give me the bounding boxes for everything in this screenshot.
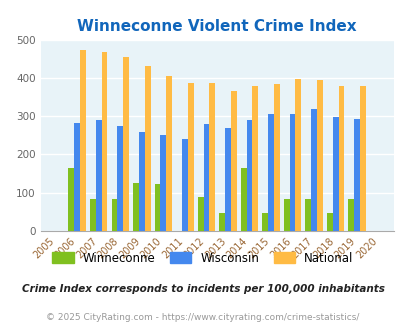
Bar: [117, 126, 123, 231]
Bar: [273, 84, 279, 231]
Bar: [267, 114, 273, 231]
Bar: [246, 119, 252, 231]
Bar: [289, 114, 295, 231]
Bar: [224, 128, 230, 231]
Bar: [123, 57, 129, 231]
Bar: [203, 124, 209, 231]
Bar: [326, 213, 332, 231]
Bar: [68, 168, 74, 231]
Bar: [101, 52, 107, 231]
Bar: [305, 199, 311, 231]
Bar: [209, 83, 215, 231]
Bar: [283, 199, 289, 231]
Bar: [219, 213, 224, 231]
Bar: [74, 123, 80, 231]
Bar: [111, 199, 117, 231]
Bar: [188, 83, 193, 231]
Bar: [316, 80, 322, 231]
Bar: [96, 119, 101, 231]
Text: © 2025 CityRating.com - https://www.cityrating.com/crime-statistics/: © 2025 CityRating.com - https://www.city…: [46, 313, 359, 322]
Bar: [133, 183, 139, 231]
Title: Winneconne Violent Crime Index: Winneconne Violent Crime Index: [77, 19, 356, 34]
Bar: [80, 50, 86, 231]
Bar: [139, 132, 144, 231]
Bar: [154, 184, 160, 231]
Bar: [240, 168, 246, 231]
Bar: [338, 85, 343, 231]
Bar: [332, 117, 338, 231]
Text: Crime Index corresponds to incidents per 100,000 inhabitants: Crime Index corresponds to incidents per…: [21, 284, 384, 294]
Bar: [160, 135, 166, 231]
Legend: Winneconne, Wisconsin, National: Winneconne, Wisconsin, National: [47, 247, 358, 269]
Bar: [354, 119, 359, 231]
Bar: [166, 76, 172, 231]
Bar: [262, 213, 267, 231]
Bar: [295, 79, 301, 231]
Bar: [347, 199, 354, 231]
Bar: [359, 86, 365, 231]
Bar: [230, 91, 236, 231]
Bar: [311, 109, 316, 231]
Bar: [181, 139, 188, 231]
Bar: [90, 199, 96, 231]
Bar: [252, 86, 258, 231]
Bar: [197, 197, 203, 231]
Bar: [144, 66, 150, 231]
